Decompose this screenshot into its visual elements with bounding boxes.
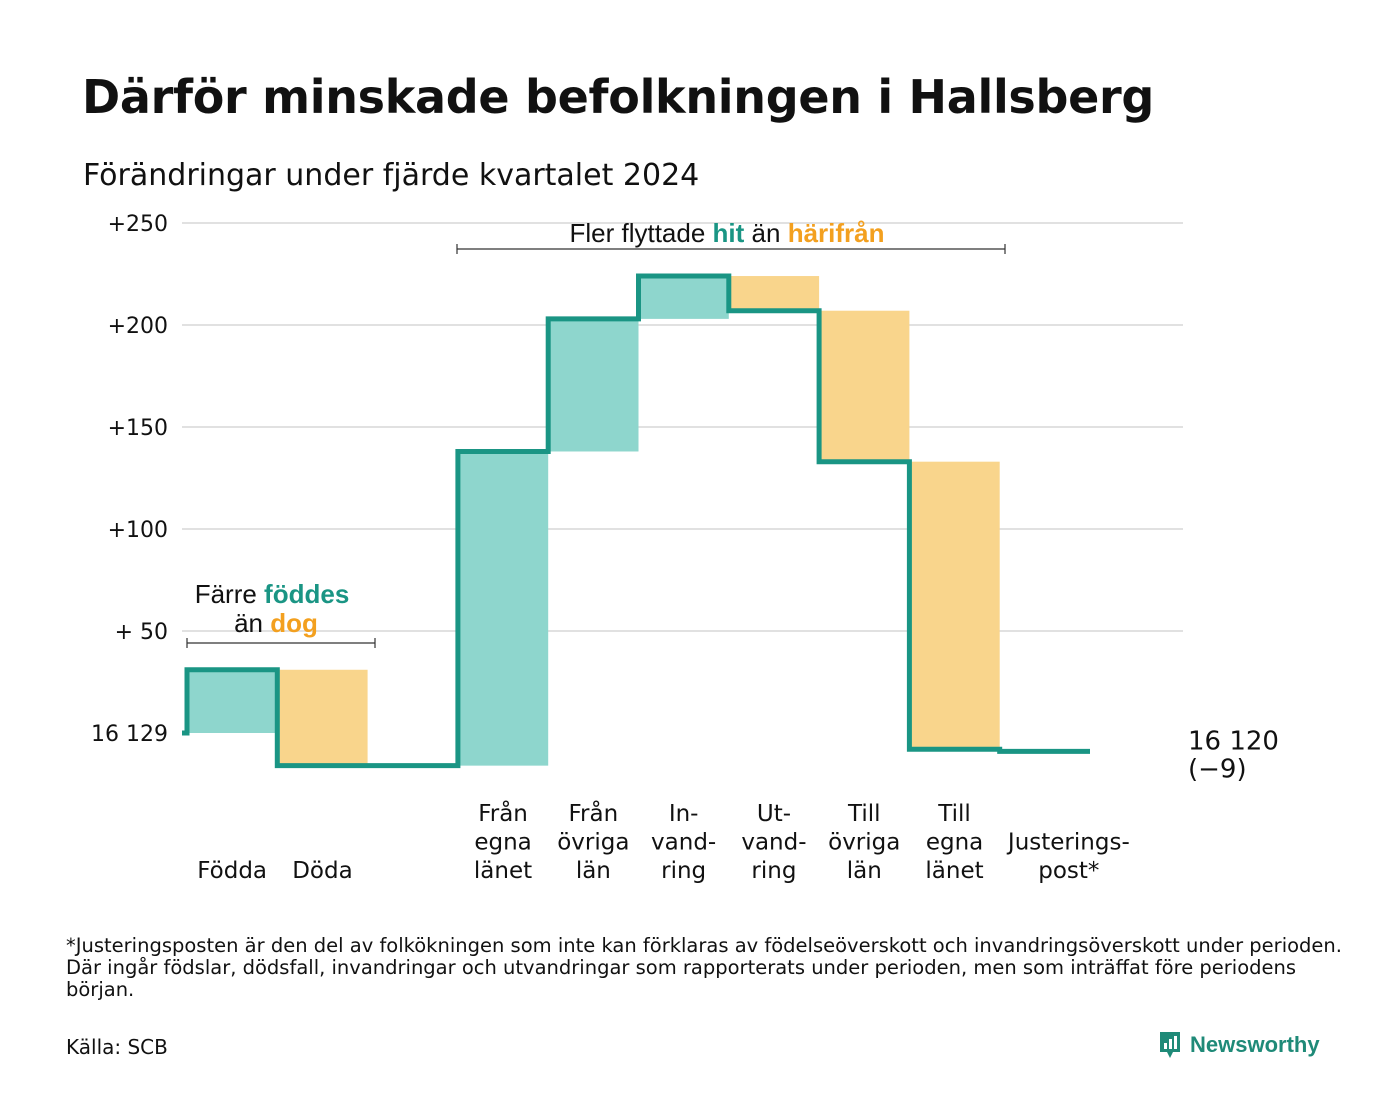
category-label-line: Ut- <box>757 801 791 827</box>
category-label: Ut-vand-ring <box>741 801 806 884</box>
annotation-births-deaths: Färre föddes <box>195 579 350 609</box>
annotation-births-deaths: än dog <box>234 608 318 638</box>
category-label-line: ring <box>751 858 796 884</box>
category-label-line: egna <box>474 830 531 856</box>
category-label-line: Justerings- <box>1006 830 1130 856</box>
annotation-migration: Fler flyttade hit än härifrån <box>569 218 884 248</box>
category-label: Från övriga län <box>557 799 629 884</box>
cumulative-step-line <box>182 273 1090 769</box>
category-label: Till övriga län <box>828 801 900 884</box>
category-label-line: post* <box>1038 858 1099 884</box>
category-label-line: länet <box>474 858 532 884</box>
category-label: Födda <box>197 858 267 884</box>
annotation-part: härifrån <box>780 218 884 248</box>
source-note: Källa: SCB <box>66 1035 168 1059</box>
end-change-label: (−9) <box>1188 754 1247 784</box>
category-label-line: övriga <box>557 830 629 856</box>
category-label: Till egna länet <box>925 801 983 884</box>
bar-increase <box>638 276 729 319</box>
bar-decrease <box>819 310 910 462</box>
chart-title: Därför minskade befolkningen i Hallsberg <box>82 70 1155 124</box>
annotation-part: föddes <box>257 579 349 609</box>
y-tick-label: +150 <box>108 416 168 441</box>
annotation-bracket <box>186 638 376 648</box>
annotation-part: hit <box>705 218 744 248</box>
brand: Newsworthy <box>1158 1028 1320 1062</box>
annotation-part: Färre <box>195 579 257 609</box>
category-label-line: egna <box>926 830 983 856</box>
annotation-part: dog <box>263 608 318 638</box>
category-label-line: övriga <box>828 830 900 856</box>
bar-decrease <box>277 669 368 766</box>
category-label-line: län <box>847 858 882 884</box>
category-label: Justerings-post* <box>1006 830 1130 885</box>
category-label-line: Till <box>847 801 881 827</box>
waterfall-chart: + 50 +100 +150 +200 +250 16 129 16 120(−9) Född… <box>91 212 1279 885</box>
bar-increase <box>548 318 639 452</box>
y-tick-label: + 50 <box>115 620 168 645</box>
footnote: *Justeringsposten är den del av folkökni… <box>66 934 1342 1001</box>
start-value-label: 16 129 <box>91 722 168 747</box>
bar-increase <box>187 669 278 733</box>
annotation-part: än <box>234 608 263 638</box>
category-label: Döda <box>292 858 352 884</box>
category-label-line: Från <box>569 799 619 827</box>
category-label-line: vand- <box>651 830 716 856</box>
annotation-part: Fler flyttade <box>569 218 705 248</box>
end-value-label: 16 120 <box>1188 726 1279 756</box>
brand-name: Newsworthy <box>1190 1032 1320 1057</box>
category-label: Från egna länet <box>474 799 532 884</box>
newsworthy-logo-icon <box>1160 1032 1180 1058</box>
category-label-line: län <box>576 858 611 884</box>
category-label-line: ring <box>661 858 706 884</box>
category-label-line: Döda <box>292 858 352 884</box>
category-label: In-vand-ring <box>651 801 716 884</box>
y-tick-label: +250 <box>108 212 168 237</box>
category-label-line: Till <box>937 801 971 827</box>
annotation-bracket <box>456 244 1006 254</box>
bar-increase <box>457 451 549 766</box>
bar-decrease <box>728 276 820 311</box>
category-label-line: vand- <box>741 830 806 856</box>
category-label-line: In- <box>669 801 699 827</box>
category-label-line: länet <box>925 858 983 884</box>
category-label-line: Från <box>478 799 528 827</box>
y-tick-label: +100 <box>108 518 168 543</box>
y-tick-label: +200 <box>108 314 168 339</box>
bar-decrease <box>909 461 1000 750</box>
chart-subtitle: Förändringar under fjärde kvartalet 2024 <box>83 158 700 193</box>
annotation-part: än <box>744 218 780 248</box>
category-label-line: Födda <box>197 858 267 884</box>
